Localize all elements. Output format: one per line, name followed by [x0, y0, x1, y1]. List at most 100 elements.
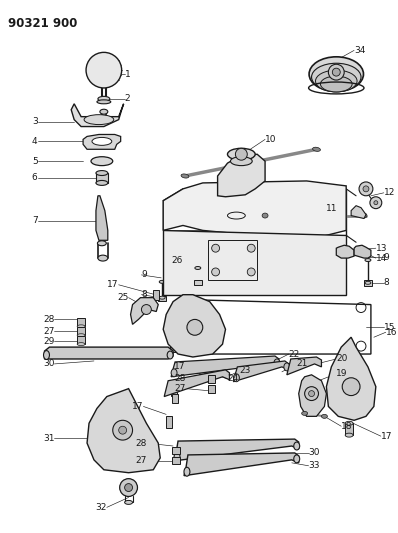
Text: 28: 28: [43, 315, 55, 324]
Ellipse shape: [98, 255, 108, 261]
Circle shape: [235, 148, 247, 160]
Bar: [153, 290, 159, 300]
Circle shape: [247, 268, 255, 276]
Polygon shape: [354, 245, 371, 258]
Ellipse shape: [284, 363, 290, 371]
Text: 9: 9: [141, 270, 147, 279]
Text: 17: 17: [107, 280, 119, 289]
Circle shape: [374, 201, 378, 205]
Polygon shape: [233, 361, 289, 382]
Polygon shape: [96, 196, 108, 240]
Text: 8: 8: [141, 290, 147, 299]
Ellipse shape: [262, 213, 268, 218]
Ellipse shape: [159, 280, 165, 284]
Text: 16: 16: [386, 328, 397, 337]
Ellipse shape: [316, 70, 357, 92]
Polygon shape: [131, 297, 158, 325]
Text: 14: 14: [376, 254, 387, 263]
Polygon shape: [218, 154, 265, 197]
Text: 26: 26: [172, 255, 183, 264]
Text: 4: 4: [32, 137, 37, 146]
Text: 20: 20: [336, 354, 348, 364]
Polygon shape: [326, 337, 376, 421]
Text: 8: 8: [384, 278, 390, 287]
Ellipse shape: [43, 351, 49, 359]
Bar: [166, 416, 172, 428]
Circle shape: [212, 244, 220, 252]
Text: 25: 25: [117, 293, 129, 302]
Text: 30: 30: [308, 448, 320, 457]
Ellipse shape: [302, 411, 308, 415]
Ellipse shape: [294, 442, 300, 450]
Polygon shape: [163, 230, 346, 295]
Circle shape: [141, 304, 151, 314]
Circle shape: [187, 319, 203, 335]
Ellipse shape: [125, 500, 133, 504]
Text: 6: 6: [32, 173, 37, 182]
Ellipse shape: [97, 100, 111, 104]
Ellipse shape: [184, 467, 190, 476]
Circle shape: [86, 52, 122, 88]
Text: 33: 33: [308, 461, 320, 470]
Ellipse shape: [233, 374, 239, 382]
Circle shape: [120, 479, 137, 496]
Ellipse shape: [195, 266, 201, 270]
Bar: [172, 393, 178, 403]
Ellipse shape: [77, 343, 85, 345]
Polygon shape: [71, 104, 124, 126]
Circle shape: [370, 197, 382, 208]
Bar: [364, 280, 372, 286]
Text: 2: 2: [125, 94, 130, 103]
Bar: [170, 342, 176, 352]
Bar: [171, 386, 177, 395]
Ellipse shape: [171, 369, 177, 377]
Circle shape: [328, 64, 344, 80]
Text: 5: 5: [32, 157, 37, 166]
Polygon shape: [171, 356, 279, 377]
Text: 7: 7: [32, 216, 37, 225]
Ellipse shape: [98, 96, 110, 101]
Circle shape: [308, 391, 314, 397]
Ellipse shape: [365, 281, 371, 284]
Text: 15: 15: [384, 323, 395, 332]
Text: 32: 32: [96, 503, 107, 512]
Text: 23: 23: [239, 366, 251, 375]
Text: 34: 34: [354, 46, 365, 55]
Bar: [208, 385, 215, 393]
Bar: [172, 447, 180, 454]
Text: 11: 11: [326, 204, 338, 213]
Polygon shape: [336, 245, 354, 258]
Text: 27: 27: [43, 327, 55, 336]
Ellipse shape: [77, 334, 85, 337]
Ellipse shape: [92, 138, 112, 146]
Ellipse shape: [167, 351, 173, 359]
Circle shape: [205, 371, 211, 377]
Polygon shape: [87, 389, 160, 473]
Text: 90321 900: 90321 900: [8, 17, 77, 30]
Text: 17: 17: [174, 362, 186, 372]
Text: 17: 17: [381, 432, 392, 441]
Bar: [345, 423, 353, 435]
Ellipse shape: [96, 181, 108, 185]
Text: 10: 10: [265, 135, 277, 144]
Ellipse shape: [98, 241, 106, 246]
Ellipse shape: [322, 414, 328, 418]
Text: 18: 18: [341, 422, 353, 431]
Ellipse shape: [91, 157, 113, 166]
Polygon shape: [351, 206, 366, 219]
Circle shape: [342, 378, 360, 395]
Polygon shape: [287, 357, 322, 375]
Ellipse shape: [77, 325, 85, 328]
Bar: [158, 296, 166, 301]
Text: 13: 13: [376, 244, 387, 253]
Circle shape: [200, 366, 216, 382]
Ellipse shape: [274, 359, 280, 367]
Ellipse shape: [228, 148, 255, 160]
Ellipse shape: [100, 109, 108, 114]
Polygon shape: [45, 347, 173, 359]
Text: 1: 1: [125, 70, 131, 79]
Circle shape: [363, 186, 369, 192]
Ellipse shape: [345, 433, 353, 437]
Text: 22: 22: [289, 350, 300, 359]
Text: 19: 19: [336, 369, 348, 378]
